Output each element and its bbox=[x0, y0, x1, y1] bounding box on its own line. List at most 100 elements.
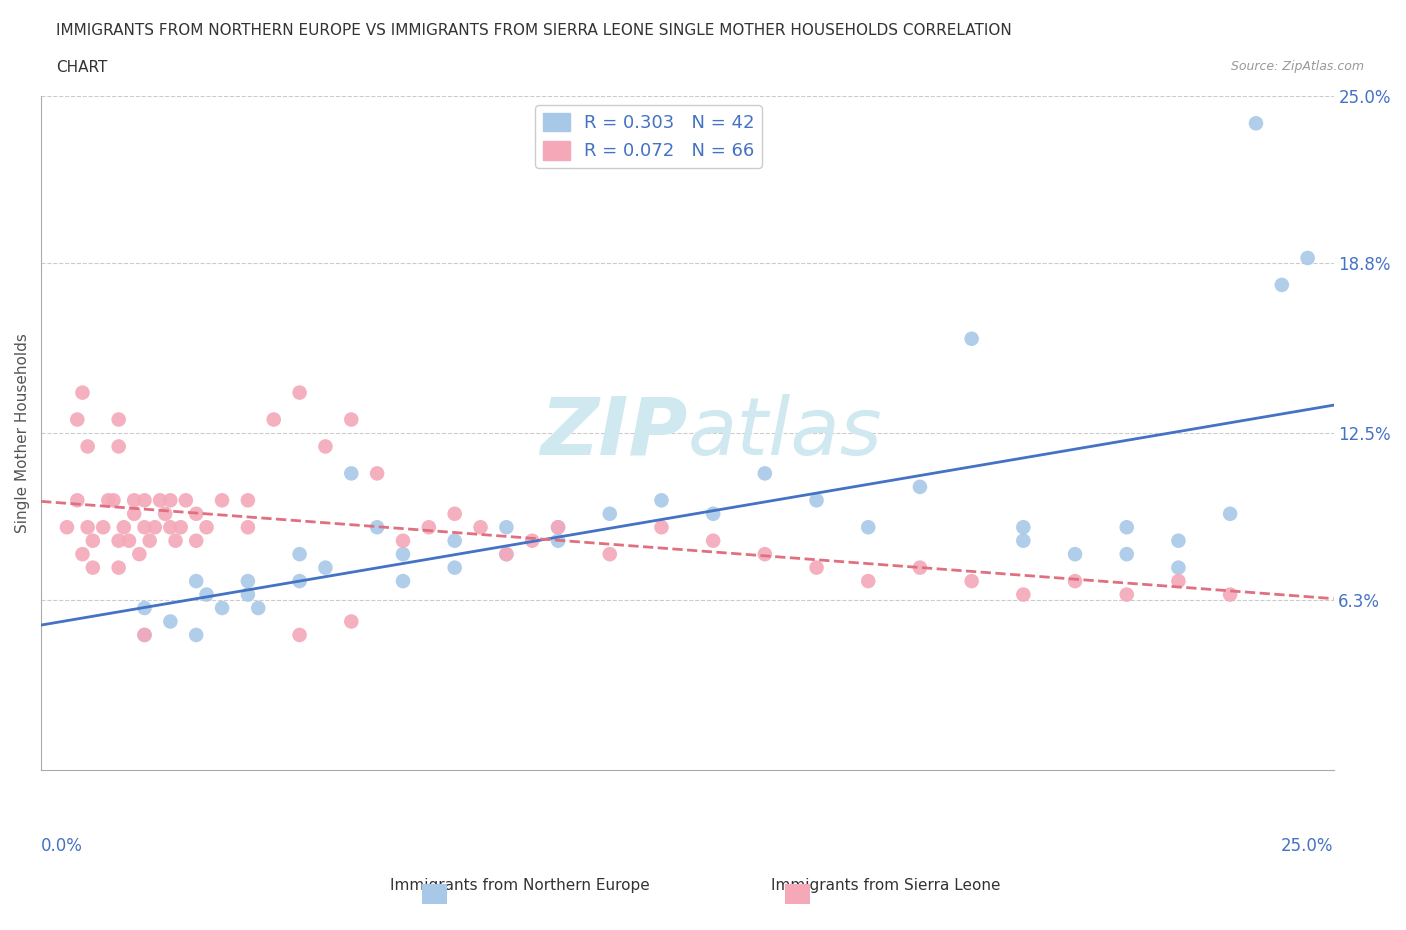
Point bbox=[159, 493, 181, 508]
Point bbox=[314, 439, 336, 454]
Point bbox=[702, 506, 724, 521]
Point bbox=[236, 574, 259, 589]
Text: atlas: atlas bbox=[688, 394, 882, 472]
Point bbox=[91, 520, 114, 535]
Point bbox=[495, 520, 517, 535]
Point bbox=[547, 520, 569, 535]
Text: Source: ZipAtlas.com: Source: ZipAtlas.com bbox=[1230, 60, 1364, 73]
Point bbox=[806, 560, 828, 575]
Point bbox=[288, 574, 311, 589]
Point bbox=[340, 614, 363, 629]
Point bbox=[1167, 560, 1189, 575]
Point bbox=[288, 385, 311, 400]
Point bbox=[650, 493, 672, 508]
Point bbox=[66, 412, 89, 427]
Text: 25.0%: 25.0% bbox=[1281, 837, 1333, 855]
Point bbox=[76, 520, 98, 535]
Point bbox=[1219, 506, 1241, 521]
Point bbox=[107, 439, 129, 454]
Point bbox=[66, 493, 89, 508]
Legend: R = 0.303   N = 42, R = 0.072   N = 66: R = 0.303 N = 42, R = 0.072 N = 66 bbox=[536, 105, 762, 167]
Point bbox=[263, 412, 285, 427]
Point bbox=[122, 493, 145, 508]
Point bbox=[908, 479, 931, 494]
Point bbox=[128, 547, 150, 562]
Point bbox=[366, 466, 388, 481]
Point bbox=[186, 574, 208, 589]
Point bbox=[195, 587, 218, 602]
Point bbox=[72, 385, 94, 400]
Point bbox=[340, 412, 363, 427]
Text: 0.0%: 0.0% bbox=[41, 837, 83, 855]
Point bbox=[149, 493, 172, 508]
Point bbox=[754, 547, 776, 562]
Point bbox=[470, 520, 492, 535]
Point bbox=[806, 493, 828, 508]
Point bbox=[392, 533, 415, 548]
Point bbox=[288, 628, 311, 643]
Point bbox=[1115, 547, 1137, 562]
Point bbox=[443, 506, 465, 521]
Point bbox=[547, 533, 569, 548]
Point bbox=[107, 412, 129, 427]
Point bbox=[754, 466, 776, 481]
Point bbox=[1219, 587, 1241, 602]
Point bbox=[103, 493, 125, 508]
Point bbox=[1167, 574, 1189, 589]
Point bbox=[702, 533, 724, 548]
Point bbox=[134, 628, 156, 643]
Text: Immigrants from Sierra Leone: Immigrants from Sierra Leone bbox=[770, 878, 1001, 893]
Point bbox=[159, 520, 181, 535]
Point bbox=[174, 493, 197, 508]
Point bbox=[392, 547, 415, 562]
Point bbox=[170, 520, 193, 535]
Point bbox=[247, 601, 270, 616]
Point bbox=[650, 520, 672, 535]
Point bbox=[314, 560, 336, 575]
Point bbox=[443, 533, 465, 548]
Y-axis label: Single Mother Households: Single Mother Households bbox=[15, 333, 30, 533]
Point bbox=[118, 533, 141, 548]
Point bbox=[547, 520, 569, 535]
Point bbox=[1012, 533, 1035, 548]
Point bbox=[134, 520, 156, 535]
Point bbox=[107, 533, 129, 548]
Point bbox=[858, 574, 880, 589]
Point bbox=[56, 520, 79, 535]
Point bbox=[211, 493, 233, 508]
Point bbox=[236, 493, 259, 508]
Point bbox=[1012, 520, 1035, 535]
Point bbox=[195, 520, 218, 535]
Point bbox=[122, 506, 145, 521]
Point bbox=[418, 520, 440, 535]
Point bbox=[495, 547, 517, 562]
Point bbox=[72, 547, 94, 562]
Point bbox=[134, 601, 156, 616]
Point bbox=[134, 493, 156, 508]
Point bbox=[599, 506, 621, 521]
Point bbox=[76, 439, 98, 454]
Point bbox=[97, 493, 120, 508]
Point bbox=[1064, 547, 1087, 562]
Point bbox=[138, 533, 160, 548]
Point bbox=[1064, 574, 1087, 589]
Point bbox=[392, 574, 415, 589]
Point bbox=[186, 628, 208, 643]
Point bbox=[211, 601, 233, 616]
Point bbox=[236, 520, 259, 535]
Point bbox=[1115, 587, 1137, 602]
Text: Immigrants from Northern Europe: Immigrants from Northern Europe bbox=[391, 878, 650, 893]
Point bbox=[340, 466, 363, 481]
Point bbox=[159, 614, 181, 629]
Point bbox=[236, 587, 259, 602]
Point bbox=[1012, 587, 1035, 602]
Point bbox=[143, 520, 166, 535]
Point bbox=[960, 331, 983, 346]
Point bbox=[908, 560, 931, 575]
Point bbox=[107, 560, 129, 575]
Point bbox=[522, 533, 544, 548]
Point bbox=[495, 547, 517, 562]
Text: IMMIGRANTS FROM NORTHERN EUROPE VS IMMIGRANTS FROM SIERRA LEONE SINGLE MOTHER HO: IMMIGRANTS FROM NORTHERN EUROPE VS IMMIG… bbox=[56, 23, 1012, 38]
Point bbox=[82, 560, 104, 575]
Point bbox=[366, 520, 388, 535]
